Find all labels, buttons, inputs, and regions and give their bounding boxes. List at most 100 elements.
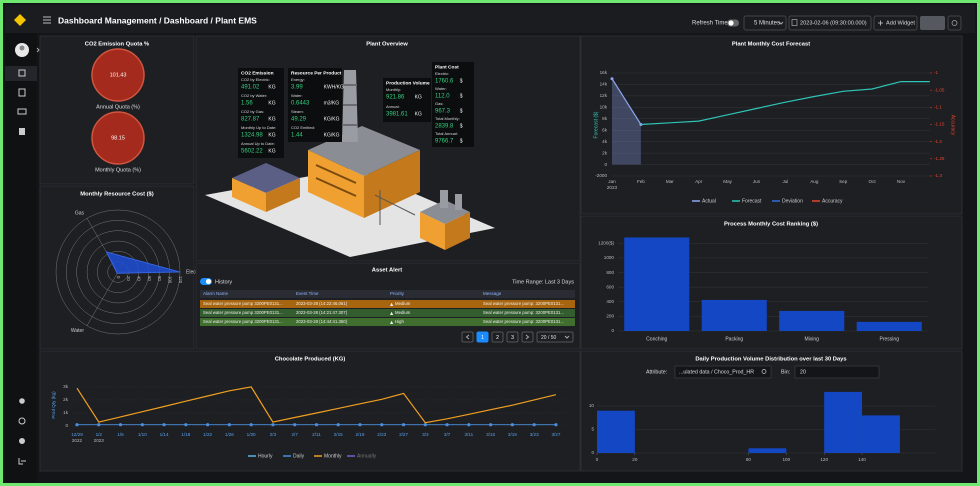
info-value: 1324.98 (241, 133, 263, 139)
page-prev[interactable] (461, 331, 474, 343)
x-tick-label: 1/30 (247, 432, 256, 437)
bell-icon[interactable] (19, 398, 25, 404)
x-tick-label: 1/14 (160, 432, 169, 437)
y2-axis-title: Accuracy (950, 115, 956, 136)
radial-tick-label: 100 (168, 276, 173, 284)
panel (580, 35, 963, 215)
info-unit: KG (415, 111, 422, 117)
nav-icon[interactable] (18, 69, 26, 77)
chevron (564, 335, 570, 339)
column-header: Alarm Name (203, 291, 229, 296)
x-tick-label: 1/22 (203, 432, 212, 437)
chimney-bands (342, 84, 357, 126)
x-tick-label: 3/3 (422, 432, 429, 437)
x-tick-label: 1/6 (117, 432, 124, 437)
info-label: Energy: (291, 77, 305, 82)
info-unit: KG (268, 84, 275, 90)
y-tick-label: 0 (604, 162, 607, 167)
info-label: Monthly: (386, 87, 401, 92)
info-label: CO2 by Electric: (241, 77, 270, 82)
priority-icon (390, 311, 394, 315)
y-tick-label: 1200($) (598, 241, 614, 246)
x-tick-label: Pressing (880, 336, 900, 342)
point (162, 423, 166, 427)
panel-title: Chocolate Produced (KG) (275, 357, 346, 363)
year-label: 2023 (607, 185, 618, 190)
x-tick-label: 140 (858, 457, 866, 462)
x-tick-label: 100 (782, 457, 790, 462)
legend-label: Monthly (324, 453, 342, 459)
point (510, 423, 514, 427)
x-tick-label: 1/10 (138, 432, 147, 437)
table-row[interactable] (200, 300, 575, 308)
year-label: 2023 (94, 438, 105, 443)
bin-input[interactable] (794, 365, 880, 379)
attribute-input[interactable] (674, 365, 772, 379)
table-row[interactable] (200, 309, 575, 317)
nav-active (5, 66, 37, 81)
page-size-select[interactable] (536, 331, 574, 343)
settings-icon[interactable] (19, 438, 25, 444)
page-button[interactable] (491, 331, 504, 343)
date-picker[interactable] (788, 15, 872, 31)
nav-icon[interactable] (17, 108, 27, 115)
info-box (432, 62, 474, 147)
interval-select[interactable] (743, 15, 787, 31)
y-tick-label: 1k (63, 410, 69, 415)
page-size: 20 / 50 (541, 335, 557, 341)
menu-icon[interactable] (43, 16, 51, 24)
bar (701, 299, 767, 331)
page-button[interactable] (506, 331, 519, 343)
page-button[interactable] (476, 331, 489, 343)
nav-icon[interactable] (18, 88, 26, 97)
chevron (778, 21, 784, 25)
refresh-button[interactable] (947, 15, 962, 31)
panel-title: CO2 Emission Quota % (85, 42, 149, 48)
y2-tick-label: -1.15 (934, 122, 945, 127)
page-next[interactable] (521, 331, 534, 343)
radial-tick-label: 0 (116, 276, 121, 279)
breadcrumb: Dashboard Management / Dashboard / Plant… (58, 15, 257, 25)
datetime: 2023-02-06 (09:30:00.000) (800, 20, 867, 26)
point (445, 423, 449, 427)
info-label: Monthly Up to Date: (241, 125, 276, 130)
radar-label: Water (71, 328, 84, 334)
table-row[interactable] (200, 318, 575, 326)
x-tick-label: Apr (695, 179, 703, 184)
point (467, 423, 471, 427)
logo[interactable] (14, 14, 26, 26)
x-tick-label: Sep (839, 179, 848, 184)
nav-icon[interactable] (19, 128, 25, 135)
tank-wall (445, 212, 470, 250)
info-unit: KG/KG (324, 132, 340, 138)
info-unit: $ (460, 108, 463, 114)
x-tick-label: 20 (632, 457, 638, 462)
point (532, 423, 536, 427)
y-tick-label: -2000 (595, 173, 607, 178)
point (554, 423, 558, 427)
time-range: Time Range: Last 3 Days (512, 279, 574, 285)
help-icon[interactable] (18, 417, 26, 425)
add-widget-button[interactable] (873, 15, 918, 31)
expand-chevron[interactable] (36, 47, 40, 53)
page-number: 1 (481, 335, 484, 341)
x-tick-label: 1/18 (181, 432, 190, 437)
radial-tick-label: 60 (147, 276, 152, 281)
logout-icon[interactable] (18, 458, 26, 465)
info-unit: KG (268, 100, 275, 106)
actual-area (612, 78, 641, 165)
point (227, 423, 231, 427)
info-unit: KWH/KG (324, 84, 344, 90)
view-button[interactable] (920, 16, 945, 30)
x-tick-label: 12/29 (71, 432, 83, 437)
info-label: Total Monthly: (435, 116, 460, 121)
radial-tick-label: 40 (137, 276, 142, 281)
info-unit: $ (460, 78, 463, 84)
plant-wall (364, 150, 420, 218)
legend-label: Hourly (258, 453, 273, 459)
x-tick-label: May (723, 179, 732, 184)
priority-icon (390, 320, 394, 324)
x-tick-label: 1/2 (96, 432, 103, 437)
info-box-title: CO2 Emission (241, 70, 274, 76)
y-tick-label: 14k (600, 82, 608, 87)
